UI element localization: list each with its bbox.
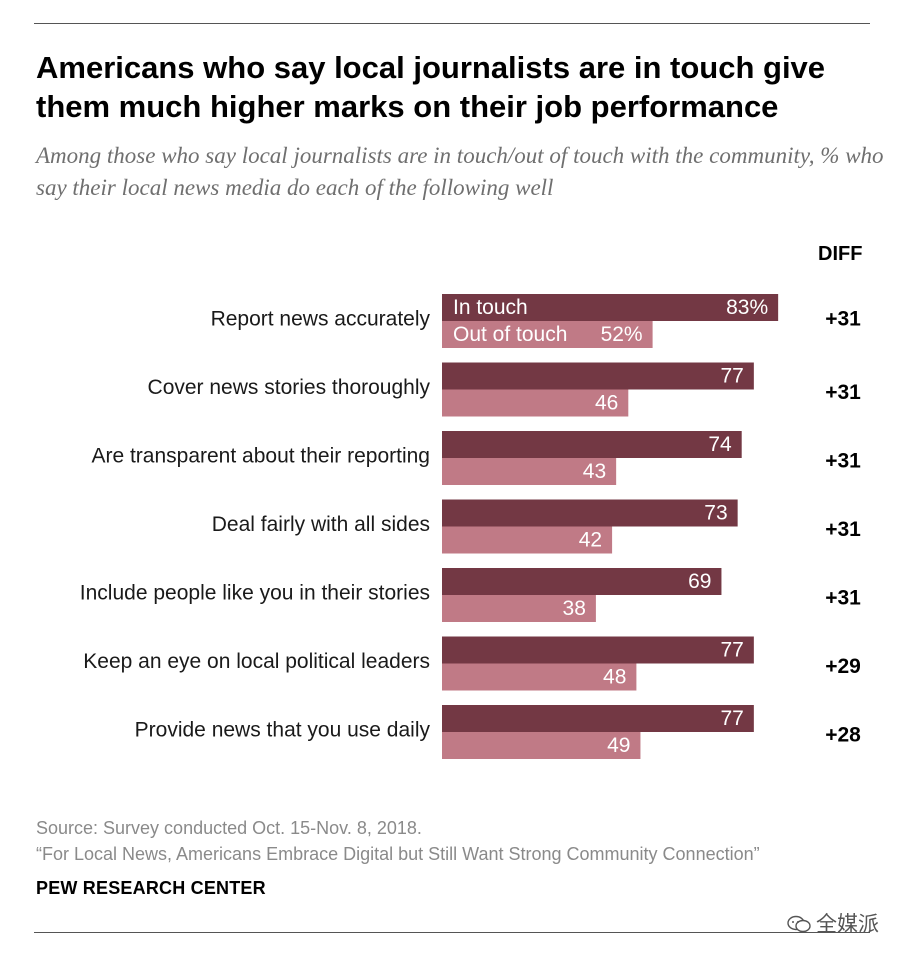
bar-out-of-touch <box>442 389 629 417</box>
category-label: Cover news stories thoroughly <box>148 376 431 399</box>
bar-out-of-touch <box>442 526 613 554</box>
bar-in-touch <box>442 431 742 458</box>
bar-value-label: 77 <box>720 365 743 388</box>
bar-in-touch <box>442 636 754 664</box>
bar-out-of-touch <box>442 321 653 348</box>
bar-value-label: 38 <box>563 597 586 620</box>
category-label: Keep an eye on local political leaders <box>83 650 430 673</box>
bar-in-touch <box>442 362 754 390</box>
bar-out-of-touch <box>442 663 637 691</box>
bar-value-label: 73 <box>704 502 727 525</box>
bar-value-label: 83% <box>726 296 768 319</box>
diff-column-header: DIFF <box>818 243 863 265</box>
bar-out-of-touch <box>442 595 596 622</box>
bar-value-label: 43 <box>583 460 606 483</box>
bar-value-label: 52% <box>601 323 643 346</box>
wechat-icon <box>787 915 811 933</box>
bar-value-label: 69 <box>688 570 711 593</box>
source-note: Source: Survey conducted Oct. 15-Nov. 8,… <box>36 818 422 838</box>
bar-value-label: 48 <box>603 666 626 689</box>
watermark: 全媒派 <box>786 908 879 938</box>
bar-out-of-touch <box>442 732 641 759</box>
chart-subtitle: Among those who say local journalists ar… <box>36 143 884 200</box>
chart-title: Americans who say local journalists are … <box>36 50 826 124</box>
series-legend-label: In touch <box>453 296 528 319</box>
bar-in-touch <box>442 568 722 595</box>
diff-value: +31 <box>825 587 861 610</box>
bar-chart: Report news accurately 83% In touch 52% Out … <box>80 294 861 759</box>
bar-in-touch <box>442 294 779 321</box>
category-label: Provide news that you use daily <box>135 719 431 742</box>
bar-value-label: 46 <box>595 392 618 415</box>
bar-value-label: 42 <box>579 529 602 552</box>
category-label: Report news accurately <box>211 308 431 331</box>
diff-value: +28 <box>825 724 861 747</box>
category-label: Are transparent about their reporting <box>91 445 430 468</box>
bar-value-label: 74 <box>708 433 732 456</box>
series-legend-label: Out of touch <box>453 323 567 346</box>
report-title-note: “For Local News, Americans Embrace Digit… <box>36 844 760 864</box>
bar-in-touch <box>442 705 754 732</box>
diff-value: +31 <box>825 308 861 331</box>
bar-in-touch <box>442 499 738 527</box>
organization-name: PEW RESEARCH CENTER <box>36 878 266 898</box>
diff-value: +31 <box>825 381 861 404</box>
bar-value-label: 49 <box>607 734 630 757</box>
diff-value: +29 <box>825 655 861 678</box>
top-rule <box>34 23 870 24</box>
bar-value-label: 77 <box>720 707 743 730</box>
diff-value: +31 <box>825 450 861 473</box>
diff-value: +31 <box>825 518 861 541</box>
watermark-text: 全媒派 <box>816 913 879 936</box>
bar-out-of-touch <box>442 458 617 485</box>
bottom-rule <box>34 932 870 933</box>
category-label: Deal fairly with all sides <box>212 513 430 536</box>
category-label: Include people like you in their stories <box>80 582 430 605</box>
bar-value-label: 77 <box>720 639 743 662</box>
